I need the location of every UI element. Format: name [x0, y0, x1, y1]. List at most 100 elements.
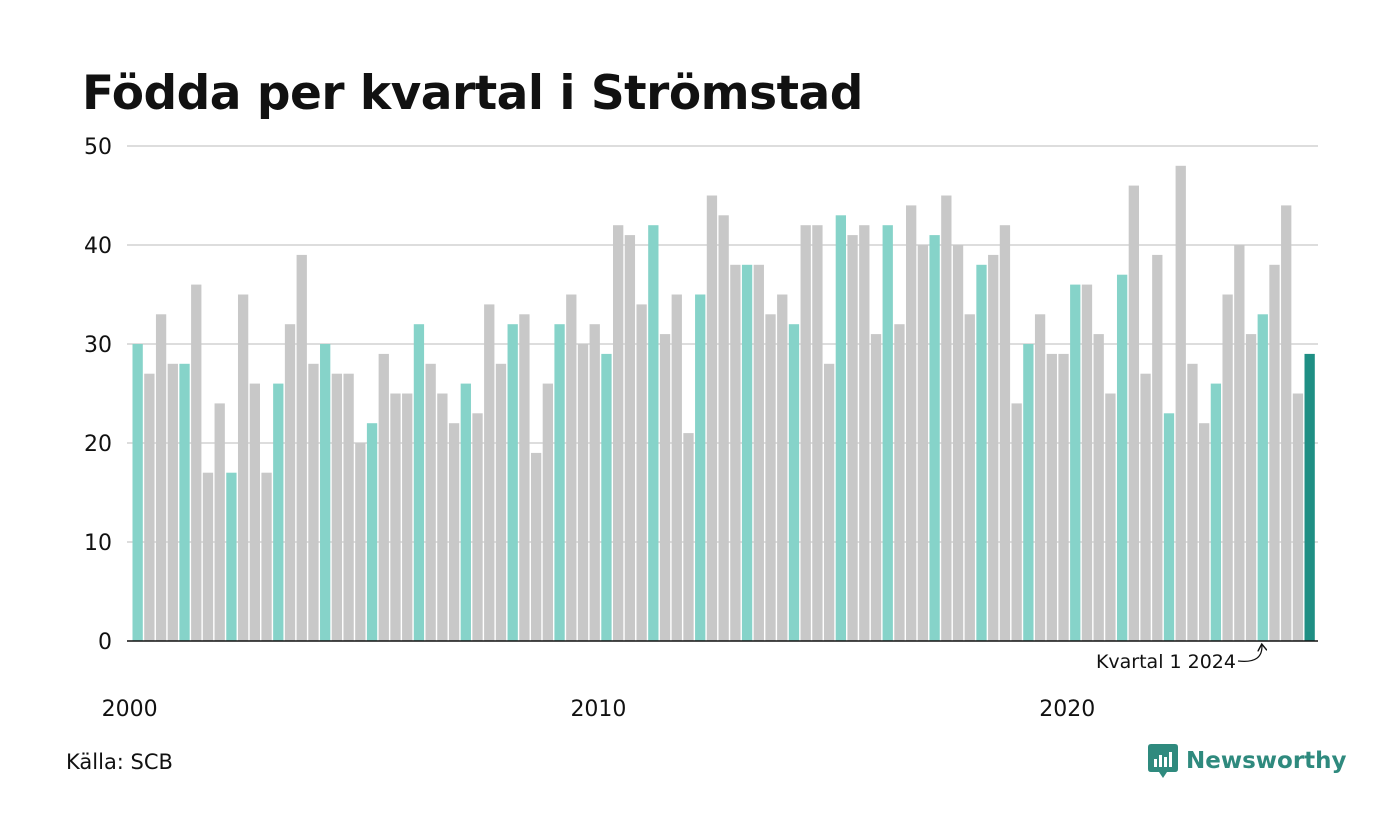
bar-2016-q2 — [894, 324, 905, 641]
bar-2008-q1 — [507, 324, 518, 641]
bar-2001-q2 — [191, 284, 202, 641]
bar-2006-q2 — [425, 363, 436, 641]
bar-2003-q3 — [296, 254, 307, 641]
bar-2007-q2 — [472, 413, 483, 641]
bar-2006-q4 — [448, 423, 460, 641]
bar-2000-q4 — [167, 363, 178, 641]
x-tick-label: 2010 — [570, 697, 626, 722]
bar-2000-q3 — [155, 314, 167, 641]
bar-2014-q3 — [812, 225, 823, 641]
bar-2015-q1 — [835, 215, 846, 642]
bar-2012-q2 — [706, 195, 718, 641]
bar-2020-q1 — [1070, 284, 1081, 641]
newsworthy-logo-icon — [1148, 744, 1178, 778]
bar-2006-q3 — [437, 393, 448, 641]
bar-2022-q4 — [1199, 423, 1210, 641]
bar-2020-q2 — [1081, 284, 1093, 641]
bar-2023-q2 — [1222, 294, 1233, 641]
bar-2002-q1 — [226, 472, 237, 641]
bar-2004-q4 — [355, 443, 366, 641]
bar-2012-q4 — [730, 264, 741, 641]
brand-logo[interactable]: Newsworthy — [1148, 744, 1347, 778]
bar-2017-q4 — [964, 314, 975, 641]
bar-2018-q2 — [988, 254, 999, 641]
bar-2004-q3 — [343, 373, 354, 641]
bar-2013-q1 — [741, 264, 753, 641]
y-tick-label: 30 — [84, 333, 112, 358]
bar-2010-q4 — [636, 304, 647, 641]
bar-2002-q4 — [261, 472, 272, 641]
bar-2022-q2 — [1175, 165, 1186, 642]
bar-2009-q2 — [566, 294, 577, 641]
bar-2020-q3 — [1093, 334, 1104, 641]
bar-2010-q2 — [613, 225, 624, 641]
bar-2014-q4 — [823, 363, 835, 641]
bar-2007-q4 — [495, 363, 507, 641]
bar-2021-q1 — [1116, 274, 1128, 641]
bar-2000-q2 — [144, 373, 155, 641]
bar-2010-q3 — [624, 235, 636, 641]
bar-2006-q1 — [413, 324, 425, 641]
y-tick-label: 10 — [84, 531, 112, 556]
bar-2018-q4 — [1011, 403, 1022, 641]
bar-2001-q3 — [202, 472, 214, 641]
y-tick-label: 20 — [84, 432, 112, 457]
bar-2016-q4 — [917, 245, 929, 641]
bar-2023-q1 — [1210, 383, 1222, 641]
source-note: Källa: SCB — [66, 750, 173, 774]
bar-2019-q1 — [1023, 344, 1034, 641]
bar-2014-q2 — [800, 225, 811, 641]
annotation-label: Kvartal 1 2024 — [1096, 651, 1236, 673]
bar-2008-q3 — [530, 452, 542, 641]
bar-2017-q3 — [952, 245, 964, 641]
bar-2011-q2 — [659, 334, 671, 641]
bar-2003-q4 — [308, 363, 319, 641]
bar-2013-q2 — [753, 264, 764, 641]
annotation-arrow — [1237, 644, 1262, 662]
bar-2008-q2 — [519, 314, 530, 641]
bar-2003-q2 — [284, 324, 296, 641]
bar-2015-q3 — [859, 225, 870, 641]
bar-2011-q3 — [671, 294, 682, 641]
bar-2019-q3 — [1046, 353, 1057, 641]
bar-2019-q4 — [1058, 353, 1069, 641]
bar-2013-q3 — [765, 314, 776, 641]
bar-2024-q3 — [1281, 205, 1292, 641]
bar-2024-q1 — [1257, 314, 1268, 641]
bar-2000-q1 — [132, 344, 143, 641]
brand-name: Newsworthy — [1186, 748, 1347, 774]
bar-2015-q4 — [870, 334, 882, 641]
bar-2021-q2 — [1128, 185, 1139, 641]
bar-2021-q4 — [1152, 254, 1163, 641]
bar-2011-q1 — [648, 225, 659, 641]
y-tick-label: 40 — [84, 234, 112, 259]
bar-2010-q1 — [601, 353, 612, 641]
bar-2015-q2 — [847, 235, 858, 641]
bar-2012-q1 — [695, 294, 706, 641]
bar-2024-q2 — [1269, 264, 1280, 641]
bar-2021-q3 — [1140, 373, 1151, 641]
bar-2016-q3 — [906, 205, 917, 641]
bar-2025-q1 — [1304, 353, 1315, 641]
bar-2007-q3 — [484, 304, 495, 641]
bar-2022-q3 — [1187, 363, 1198, 641]
bar-2002-q3 — [249, 383, 260, 641]
bar-2003-q1 — [273, 383, 284, 641]
bar-2014-q1 — [788, 324, 800, 641]
bar-2001-q4 — [214, 403, 225, 641]
bar-2012-q3 — [718, 215, 729, 642]
bar-2009-q4 — [589, 324, 600, 641]
bar-2007-q1 — [460, 383, 471, 641]
x-tick-label: 2000 — [102, 697, 158, 722]
y-tick-label: 50 — [84, 135, 112, 160]
chart-title: Födda per kvartal i Strömstad — [82, 66, 863, 121]
bar-chart: 0 10 20 30 40 50 2000 2010 2020 Kvartal 1 2024 — [84, 135, 1318, 722]
bar-2004-q1 — [320, 344, 331, 641]
bar-2016-q1 — [882, 225, 893, 641]
bar-2005-q4 — [402, 393, 413, 641]
bar-2022-q1 — [1163, 413, 1175, 641]
bar-2009-q1 — [554, 324, 565, 641]
bar-2009-q3 — [577, 344, 589, 641]
bar-2005-q1 — [366, 423, 378, 641]
bar-2023-q4 — [1245, 334, 1257, 641]
